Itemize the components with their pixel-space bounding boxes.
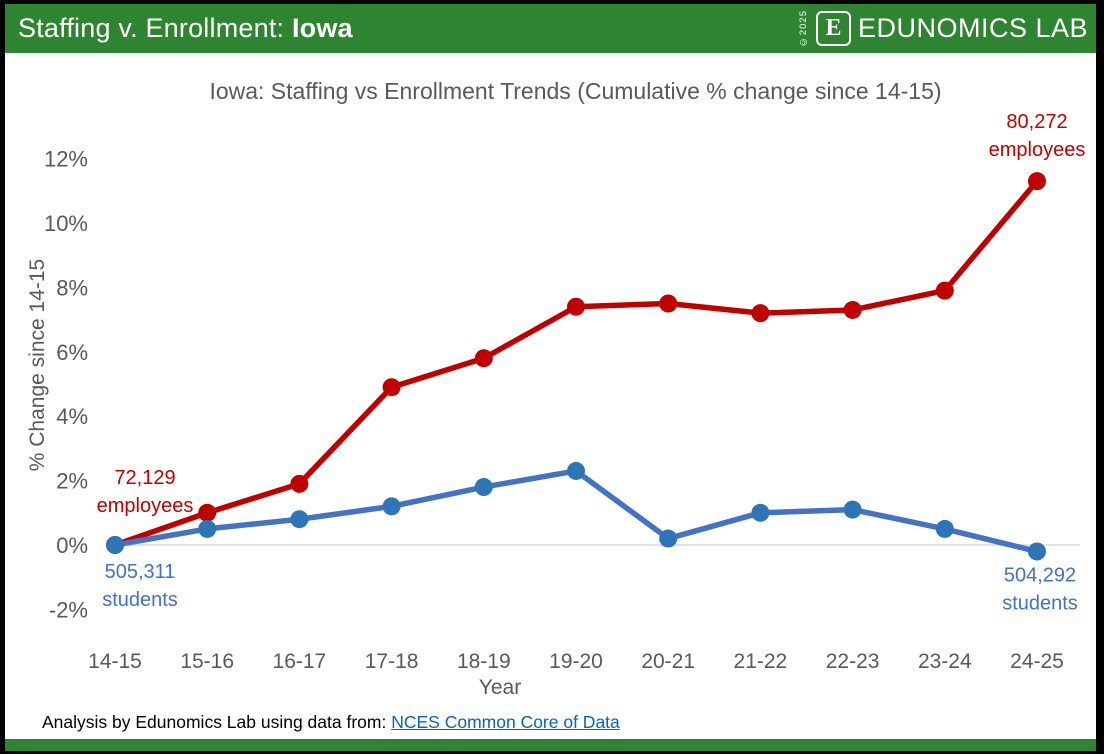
data-point-employees-15-16: [198, 503, 217, 522]
x-tick-label: 15-16: [180, 650, 234, 673]
y-tick-label: 8%: [56, 275, 88, 300]
y-tick-label: 12%: [44, 147, 88, 172]
x-tick-label: 23-24: [918, 650, 972, 673]
data-point-employees-20-21: [659, 294, 678, 313]
data-point-students-17-18: [382, 497, 401, 516]
data-point-employees-19-20: [567, 297, 585, 316]
data-point-students-24-25: [1028, 542, 1046, 561]
data-point-students-22-23: [843, 500, 862, 519]
y-tick-label: -2%: [49, 597, 88, 622]
page-title-prefix: Staffing v. Enrollment:: [18, 13, 292, 43]
y-tick-label: 4%: [56, 404, 88, 429]
x-tick-label: 18-19: [457, 650, 511, 673]
data-point-employees-22-23: [843, 300, 862, 319]
bottom-green-bar: [5, 739, 1096, 751]
x-tick-label: 21-22: [734, 650, 788, 673]
point-label-students-first: students: [102, 589, 178, 611]
x-axis-label: Year: [478, 676, 522, 699]
point-label-employees-last: 80,272: [1006, 111, 1067, 133]
point-label-employees-last: employees: [989, 139, 1086, 161]
data-point-students-23-24: [935, 519, 954, 538]
data-point-students-14-15: [106, 536, 124, 554]
source-note: Analysis by Edunomics Lab using data fro…: [42, 712, 620, 733]
y-tick-label: 10%: [44, 211, 88, 236]
source-link[interactable]: NCES Common Core of Data: [391, 712, 620, 732]
logo-wordmark: EDUNOMICS LAB: [857, 12, 1088, 43]
point-label-employees-first: 72,129: [114, 467, 175, 489]
data-point-students-20-21: [659, 529, 678, 548]
data-point-employees-17-18: [382, 378, 401, 397]
x-tick-label: 20-21: [641, 650, 695, 673]
x-tick-label: 19-20: [549, 650, 603, 673]
data-point-employees-18-19: [474, 349, 493, 368]
y-tick-label: 6%: [56, 340, 88, 365]
page-title-state: Iowa: [291, 13, 353, 43]
page-title: Staffing v. Enrollment: Iowa: [5, 13, 353, 44]
data-point-employees-24-25: [1028, 172, 1046, 191]
data-point-employees-21-22: [751, 304, 770, 323]
copyright-text: ©2025: [798, 9, 810, 48]
data-point-students-15-16: [198, 519, 217, 538]
x-tick-label: 14-15: [88, 650, 142, 673]
data-point-students-19-20: [567, 461, 585, 480]
x-tick-label: 16-17: [273, 650, 327, 673]
data-point-employees-16-17: [290, 474, 309, 493]
series-line-students: [112, 468, 1040, 555]
series-line-employees: [112, 178, 1040, 548]
x-tick-label: 22-23: [826, 650, 880, 673]
header-bar: Staffing v. Enrollment: Iowa ©2025 E EDU…: [5, 4, 1096, 53]
slide: Staffing v. Enrollment: Iowa ©2025 E EDU…: [5, 4, 1096, 751]
chart-title: Iowa: Staffing vs Enrollment Trends (Cum…: [209, 78, 942, 104]
edunomics-e-icon: E: [815, 10, 851, 46]
x-tick-label: 24-25: [1010, 650, 1064, 673]
data-point-employees-23-24: [935, 281, 954, 300]
point-label-students-first: 505,311: [105, 561, 176, 583]
point-label-students-last: students: [1002, 592, 1078, 614]
y-axis-label: % Change since 14-15: [26, 258, 49, 472]
y-tick-label: 0%: [56, 533, 88, 558]
data-point-students-16-17: [290, 510, 309, 529]
data-point-students-18-19: [474, 478, 493, 497]
data-point-students-21-22: [751, 503, 770, 522]
x-tick-label: 17-18: [365, 650, 419, 673]
y-tick-label: 2%: [56, 469, 88, 494]
logo-letter: E: [825, 15, 842, 42]
point-label-students-last: 504,292: [1004, 564, 1076, 586]
edunomics-logo: ©2025 E EDUNOMICS LAB: [798, 9, 1096, 48]
point-label-employees-first: employees: [97, 495, 194, 517]
data-point-employees-14-15: [106, 536, 124, 554]
source-text: Analysis by Edunomics Lab using data fro…: [42, 712, 392, 732]
